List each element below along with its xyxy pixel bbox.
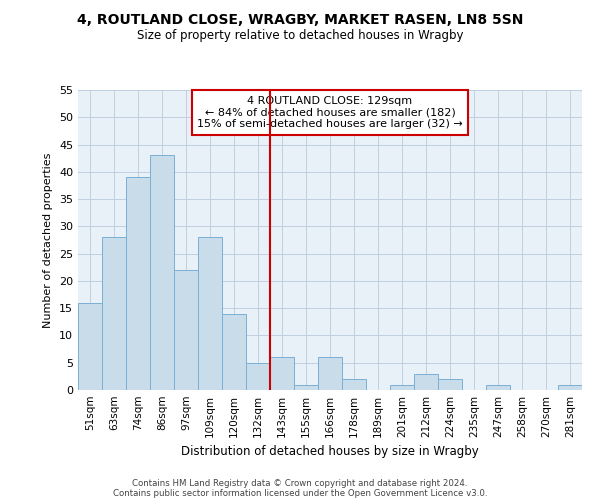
- Bar: [294, 384, 318, 390]
- Bar: [558, 384, 582, 390]
- Text: Size of property relative to detached houses in Wragby: Size of property relative to detached ho…: [137, 29, 463, 42]
- Bar: [342, 379, 366, 390]
- Text: 4 ROUTLAND CLOSE: 129sqm
← 84% of detached houses are smaller (182)
15% of semi-: 4 ROUTLAND CLOSE: 129sqm ← 84% of detach…: [197, 96, 463, 129]
- Text: Contains HM Land Registry data © Crown copyright and database right 2024.: Contains HM Land Registry data © Crown c…: [132, 478, 468, 488]
- Bar: [246, 362, 270, 390]
- Text: 4, ROUTLAND CLOSE, WRAGBY, MARKET RASEN, LN8 5SN: 4, ROUTLAND CLOSE, WRAGBY, MARKET RASEN,…: [77, 12, 523, 26]
- Bar: [126, 178, 150, 390]
- Bar: [438, 379, 462, 390]
- Text: Contains public sector information licensed under the Open Government Licence v3: Contains public sector information licen…: [113, 488, 487, 498]
- X-axis label: Distribution of detached houses by size in Wragby: Distribution of detached houses by size …: [181, 446, 479, 458]
- Bar: [78, 302, 102, 390]
- Y-axis label: Number of detached properties: Number of detached properties: [43, 152, 53, 328]
- Bar: [318, 358, 342, 390]
- Bar: [150, 156, 174, 390]
- Bar: [390, 384, 414, 390]
- Bar: [270, 358, 294, 390]
- Bar: [198, 238, 222, 390]
- Bar: [414, 374, 438, 390]
- Bar: [222, 314, 246, 390]
- Bar: [486, 384, 510, 390]
- Bar: [174, 270, 198, 390]
- Bar: [102, 238, 126, 390]
